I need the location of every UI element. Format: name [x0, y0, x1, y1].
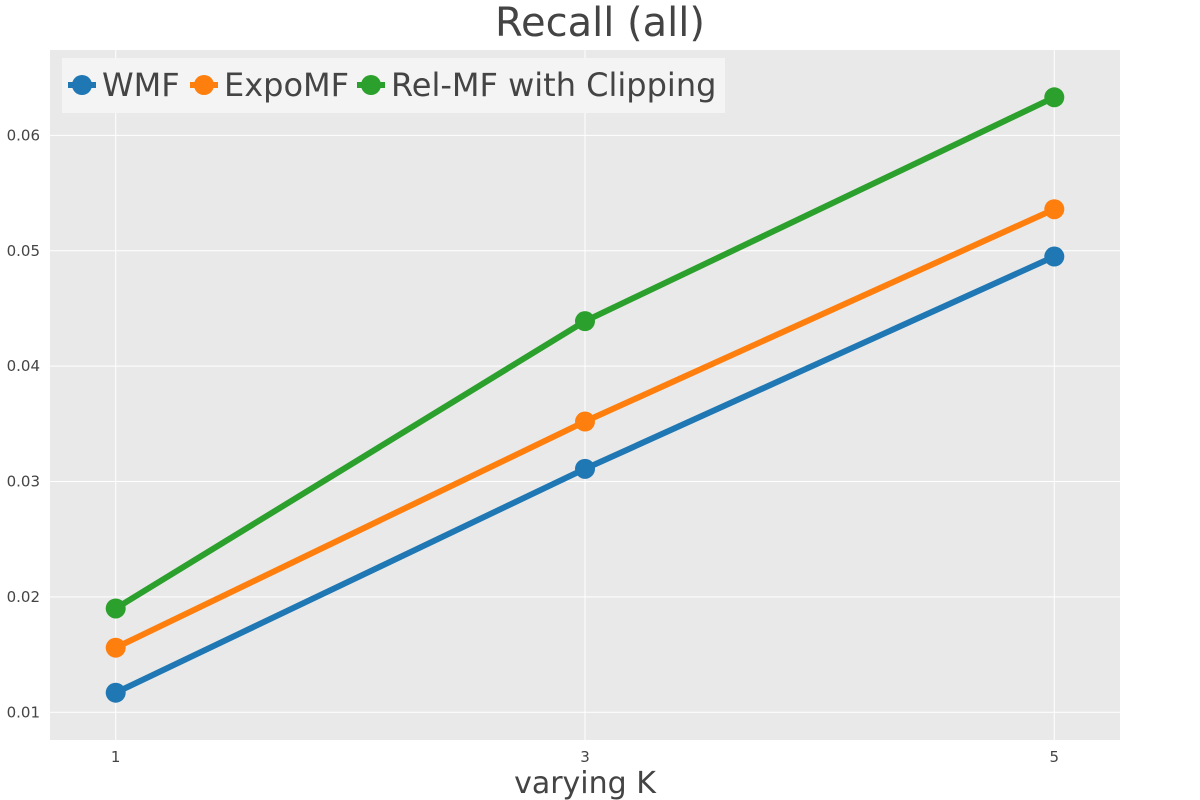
series-layer [105, 87, 1065, 703]
legend-label: Rel-MF with Clipping [391, 66, 716, 104]
x-tick-label: 5 [1050, 748, 1060, 766]
data-point [105, 598, 126, 619]
data-point [575, 411, 595, 432]
legend-items: WMF ExpoMF Rel-MF with Clipping [68, 66, 716, 104]
chart-title: Recall (all) [495, 0, 705, 46]
y-tick-label: 0.03 [7, 473, 40, 491]
data-point [1044, 199, 1065, 220]
y-tick-label: 0.04 [7, 357, 40, 375]
series-rel-mf-with-clipping [105, 87, 1065, 619]
legend-item: WMF [68, 66, 180, 104]
data-point [1044, 87, 1065, 108]
y-tick-label: 0.06 [7, 126, 40, 144]
data-point [575, 458, 595, 479]
x-axis-label: varying K [514, 766, 657, 800]
legend-box [62, 58, 725, 113]
legend-marker [194, 75, 214, 95]
series-expomf [105, 199, 1065, 658]
x-tick-label: 1 [111, 748, 121, 766]
legend: WMF ExpoMF Rel-MF with Clipping [62, 58, 725, 113]
y-tick-label: 0.02 [7, 588, 40, 606]
data-point [105, 682, 126, 703]
grid-lines [50, 50, 1120, 740]
legend-marker [72, 75, 92, 95]
data-point [1044, 246, 1065, 267]
y-tick-label: 0.01 [7, 703, 40, 721]
y-tick-label: 0.05 [7, 242, 40, 260]
data-point [575, 311, 595, 332]
data-point [105, 637, 126, 658]
legend-item: Rel-MF with Clipping [357, 66, 716, 104]
legend-label: WMF [102, 66, 180, 104]
x-tick-label: 3 [580, 748, 590, 766]
axis-ticks: 0.01 0.02 0.03 0.04 0.05 0.06 1 3 5 [7, 126, 1059, 766]
legend-item: ExpoMF [190, 66, 349, 104]
legend-marker [361, 75, 381, 95]
series-wmf [105, 246, 1065, 703]
legend-label: ExpoMF [224, 66, 349, 104]
